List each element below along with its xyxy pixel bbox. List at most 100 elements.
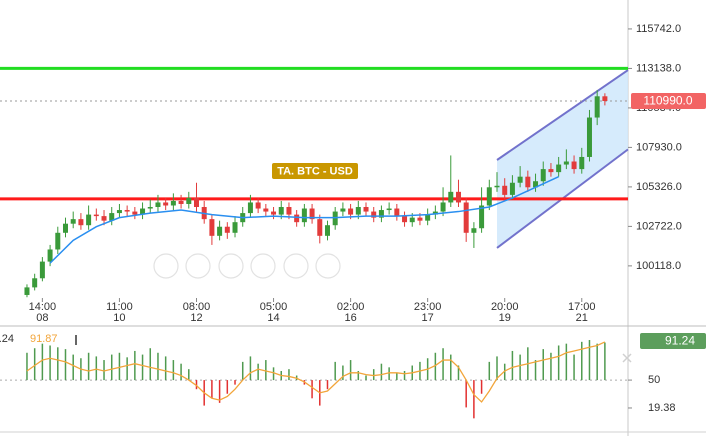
candle-body [93, 214, 99, 217]
candle-body [55, 232, 61, 250]
candle-body [571, 161, 577, 170]
histogram-bar [388, 367, 390, 381]
histogram-bar [180, 363, 182, 381]
candle-body [278, 207, 284, 215]
x-tick-day: 19 [499, 312, 511, 324]
candle-body [70, 219, 76, 224]
candle-body [232, 222, 238, 233]
histogram-bar [265, 360, 267, 381]
annotation-box [272, 163, 358, 179]
histogram-bar [149, 348, 152, 381]
candle-body [586, 117, 592, 157]
histogram-bar [473, 380, 475, 419]
histogram-bar [164, 356, 167, 381]
icon[interactable] [283, 253, 309, 279]
x-tick-label: 05:00 [260, 301, 288, 313]
icon[interactable] [250, 253, 276, 279]
candle-body [193, 197, 199, 208]
candle-body [78, 219, 84, 226]
candle-body [247, 202, 253, 214]
candle-body [417, 217, 423, 221]
histogram-bar [188, 369, 190, 381]
histogram-bar [195, 380, 198, 390]
candle-body [147, 207, 153, 209]
icon[interactable] [218, 253, 244, 279]
histogram-bar [311, 380, 313, 399]
histogram-bar [26, 352, 28, 381]
candle-body [124, 210, 130, 212]
current-price-label: 110990.0 [643, 94, 692, 108]
candle-body [39, 261, 45, 279]
histogram-bar [241, 361, 244, 381]
candle-body [432, 211, 438, 215]
x-tick-label: 02:00 [337, 301, 365, 313]
histogram-bar [357, 370, 360, 381]
candle-body [525, 176, 531, 188]
candle-body [294, 214, 300, 223]
icon[interactable] [185, 253, 211, 279]
candle-body [116, 210, 122, 214]
histogram-bar [72, 354, 74, 381]
current-price-box [631, 93, 706, 110]
candle-body [163, 202, 169, 206]
moving-average [49, 175, 559, 264]
candle-body [101, 216, 107, 221]
candle-body [394, 208, 400, 217]
candle-body [494, 185, 500, 188]
icon[interactable] [315, 253, 341, 279]
histogram-bar [118, 352, 121, 381]
x-tick-label: 14:00 [29, 301, 57, 313]
candle-body [317, 219, 323, 236]
readout-value: 91.24 [665, 334, 695, 348]
y-tick-label: 107930.0 [636, 141, 682, 153]
histogram-bar [226, 380, 229, 394]
candle-body [386, 208, 392, 211]
histogram-bar [57, 347, 59, 381]
histogram-bar [488, 361, 491, 381]
histogram-bar [465, 380, 467, 408]
histogram-bar [288, 369, 290, 381]
histogram-bar [172, 360, 175, 381]
histogram-bar [64, 349, 67, 381]
histogram-bar [342, 365, 344, 381]
histogram-bar [234, 380, 236, 385]
icon[interactable] [153, 253, 179, 279]
candle-body [178, 200, 184, 204]
candle-body [155, 202, 161, 208]
candle-body [62, 223, 68, 233]
candle-body [540, 169, 546, 182]
candle-body [109, 213, 115, 221]
oscillator-line [26, 341, 606, 403]
candle-body [255, 202, 261, 209]
readout: 91.87 [30, 333, 58, 345]
histogram-bar [126, 357, 128, 381]
candle-body [471, 228, 477, 233]
histogram-bar [33, 348, 36, 381]
candle-body [186, 197, 192, 204]
histogram-bar [334, 361, 336, 381]
x-tick-label: 11:00 [106, 301, 133, 313]
x-tick-day: 16 [344, 312, 356, 324]
histogram-bar [557, 345, 560, 381]
y-tick-label: 113138.0 [636, 62, 681, 74]
histogram-bar [565, 343, 568, 381]
histogram-bar [511, 350, 514, 381]
histogram-bar [41, 343, 44, 381]
candle-body [402, 216, 408, 223]
y-tick-label: 102722.0 [636, 220, 682, 232]
y-tick-label: 50 [648, 374, 660, 386]
x-tick-label: 08:00 [183, 301, 211, 313]
histogram-bar [272, 367, 275, 381]
candle-body [517, 176, 523, 183]
candle-body [440, 202, 446, 212]
candle-body [86, 214, 92, 226]
x-tick-day: 17 [422, 312, 434, 324]
close-icon[interactable] [622, 353, 632, 363]
candle-body [509, 182, 515, 195]
histogram-bar [588, 340, 591, 381]
histogram-bar [211, 380, 213, 399]
histogram-bar [496, 356, 498, 381]
histogram-bar [573, 354, 575, 381]
histogram-bar [396, 372, 398, 381]
